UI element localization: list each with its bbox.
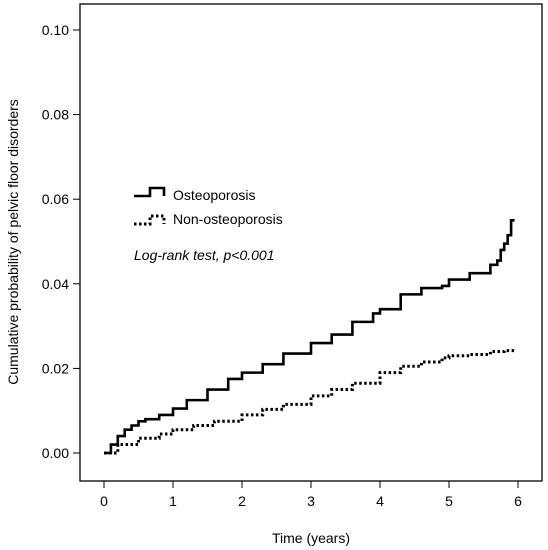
y-axis-ticks: 0.00 0.02 0.04 0.06 0.08 0.10	[42, 22, 80, 461]
series-line-osteoporosis	[104, 219, 515, 455]
y-axis-label: Cumulative probability of pelvic floor d…	[5, 99, 21, 385]
x-axis-label: Time (years)	[272, 530, 350, 546]
x-tick-label: 5	[445, 493, 453, 509]
y-tick-label: 0.00	[42, 445, 69, 461]
legend-swatch-osteoporosis	[134, 186, 166, 198]
y-tick-label: 0.04	[42, 276, 69, 292]
y-tick-label: 0.10	[42, 22, 69, 38]
series-line-non-osteoporosis	[104, 349, 515, 455]
legend: Osteoporosis Non-osteoporosis	[134, 186, 283, 227]
legend-swatch-non-osteoporosis	[134, 214, 166, 226]
y-tick-label: 0.08	[42, 107, 69, 123]
legend-label-osteoporosis: Osteoporosis	[173, 187, 255, 203]
x-tick-label: 6	[514, 493, 522, 509]
plot-frame	[79, 3, 543, 482]
y-tick-label: 0.02	[42, 360, 69, 376]
x-axis-ticks: 0 1 2 3 4 5 6	[100, 481, 522, 509]
legend-label-non-osteoporosis: Non-osteoporosis	[173, 211, 283, 227]
x-tick-label: 2	[238, 493, 246, 509]
x-tick-label: 4	[376, 493, 384, 509]
series-group	[104, 219, 515, 455]
x-tick-label: 1	[169, 493, 177, 509]
x-tick-label: 3	[307, 493, 315, 509]
y-tick-label: 0.06	[42, 191, 69, 207]
x-tick-label: 0	[100, 493, 108, 509]
log-rank-annotation: Log-rank test, p<0.001	[134, 247, 275, 263]
